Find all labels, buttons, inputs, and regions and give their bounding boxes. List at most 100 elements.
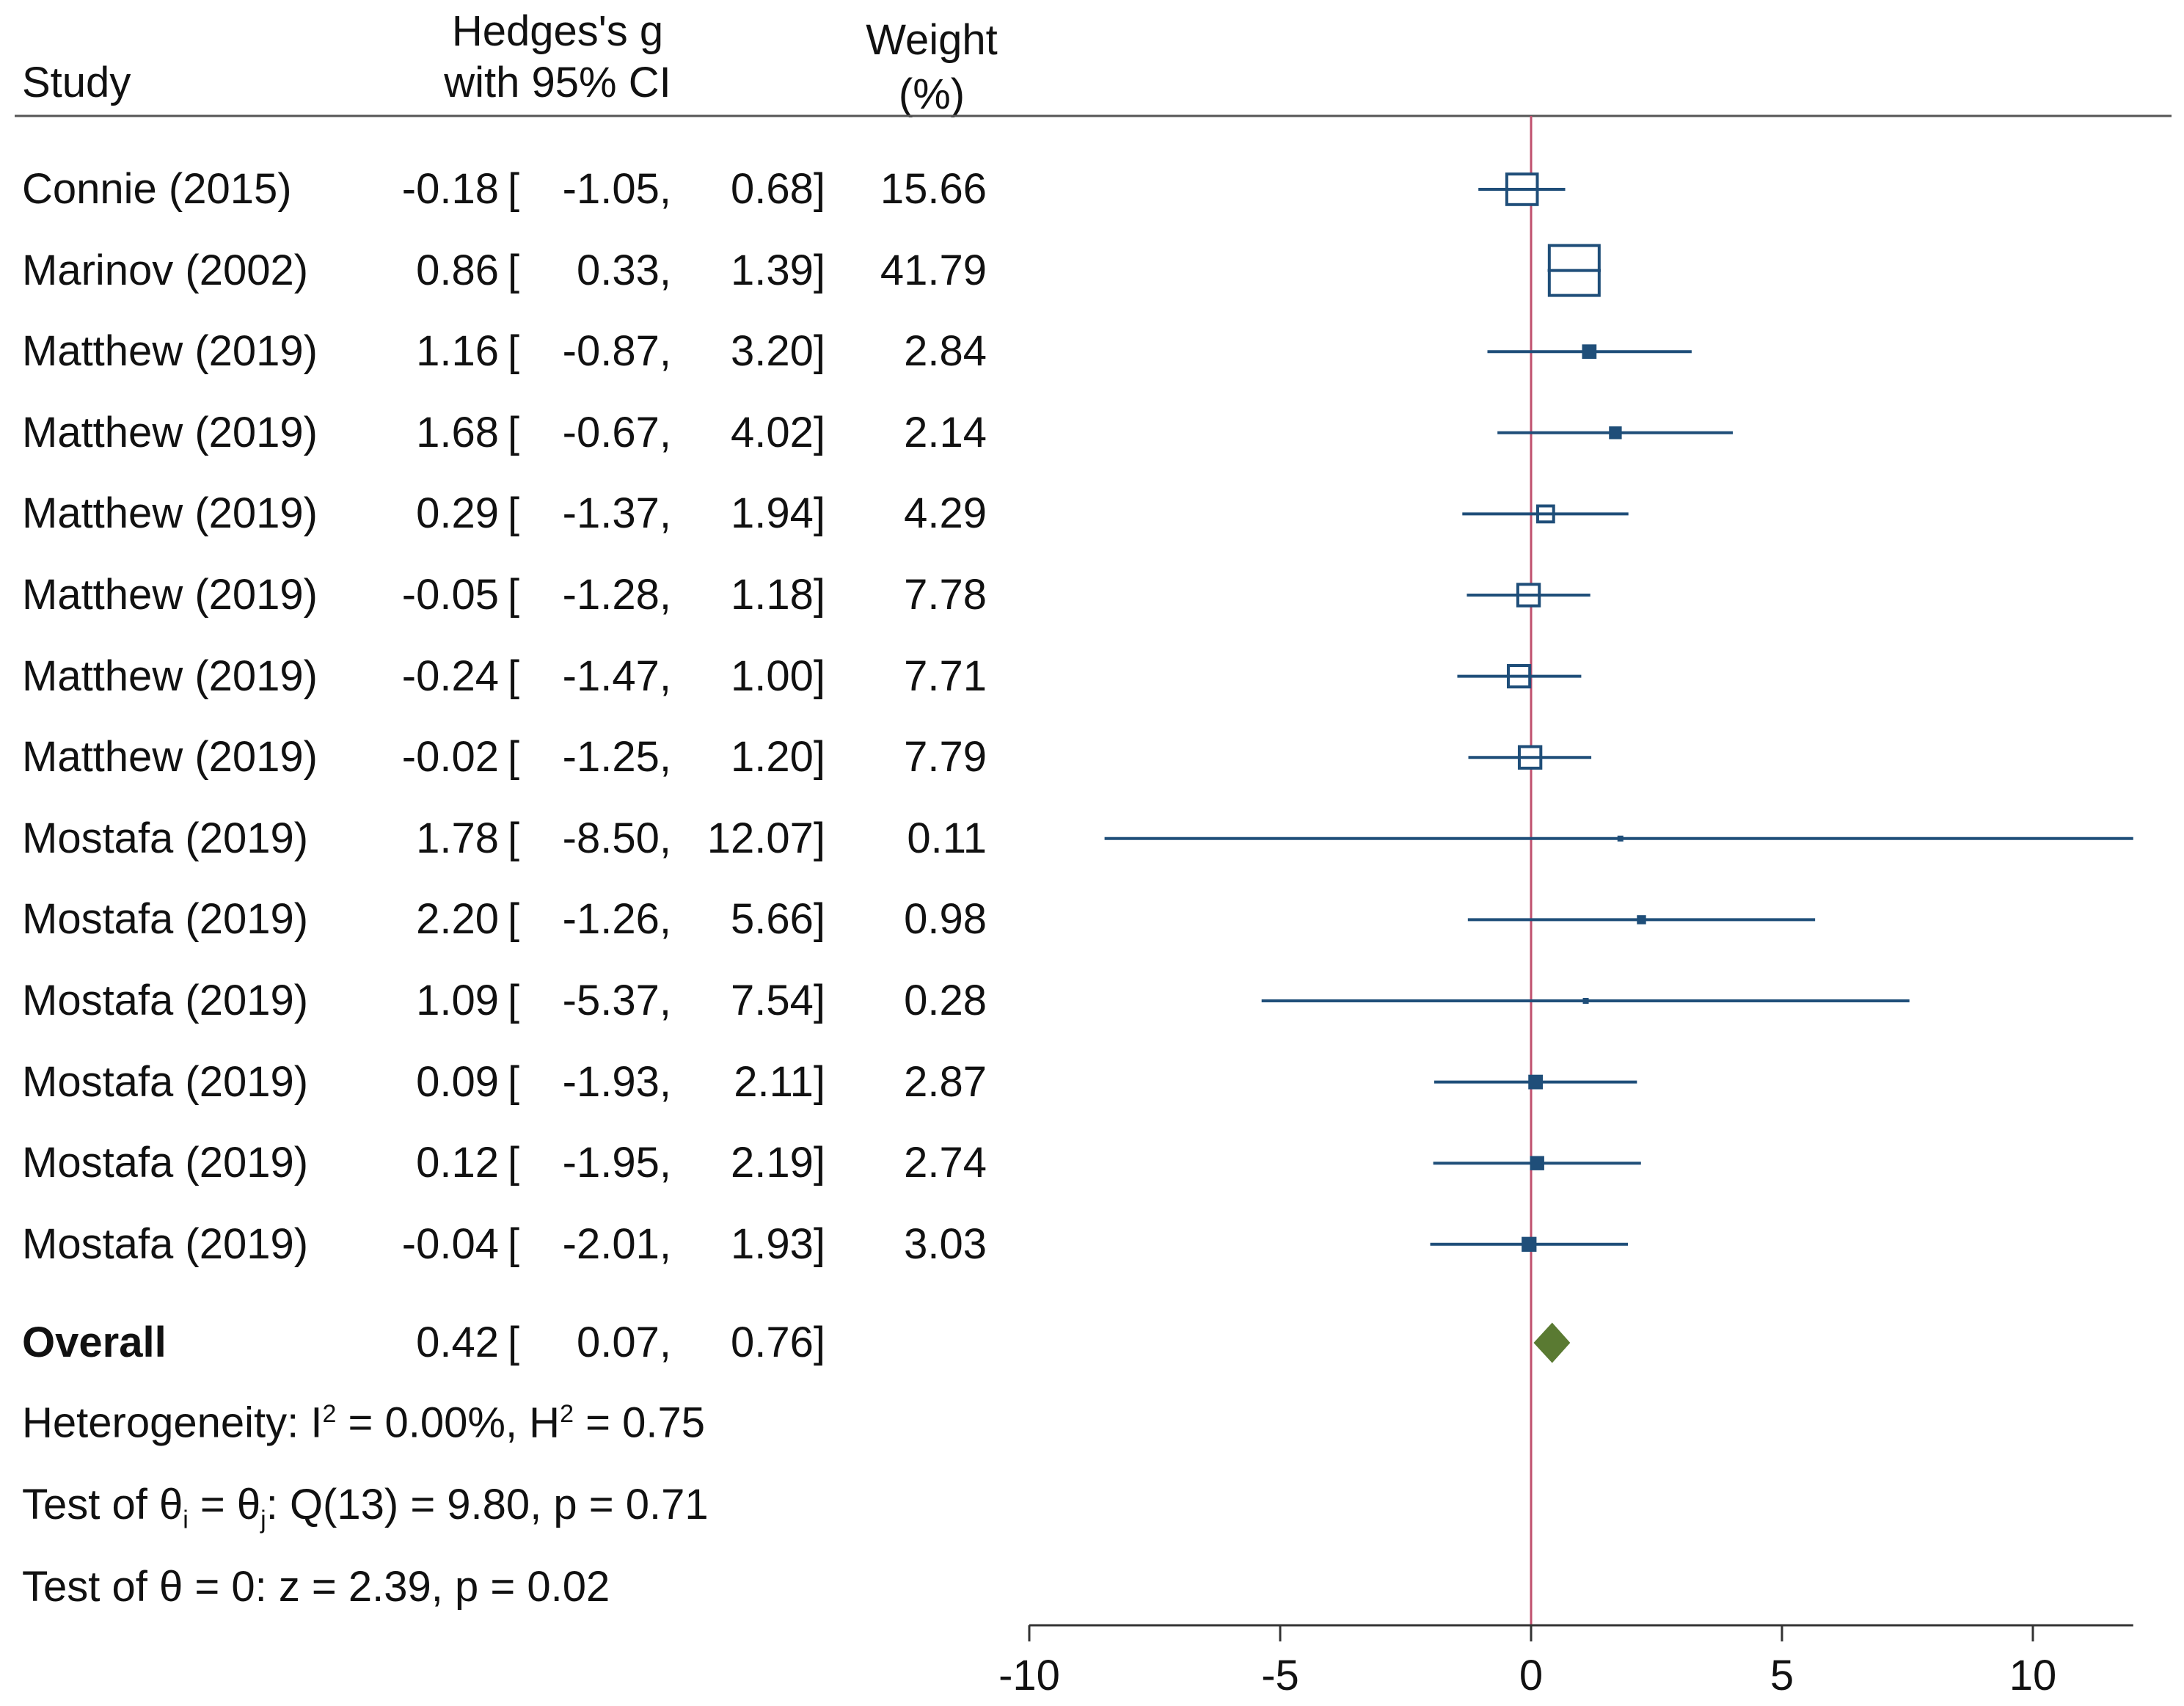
study-weight: 41.79 [880,247,987,294]
study-ci-upper: 2.11] [734,1058,825,1106]
study-weight: 2.84 [904,327,987,375]
study-g: 1.78 [416,814,499,862]
study-bracket: [ [508,327,520,375]
effect-marker [1637,915,1646,925]
header-weight-line1: Weight [866,16,998,64]
study-name: Mostafa (2019) [22,1139,309,1186]
study-ci-lower: -1.95, [562,1139,671,1186]
het-prefix: Heterogeneity: I [22,1399,323,1447]
study-g: 2.20 [416,895,499,943]
effect-marker [1582,344,1597,360]
study-g: -0.18 [401,165,499,213]
study-bracket: [ [508,977,520,1024]
study-ci-lower: -1.47, [562,652,671,700]
test-q-text: Test of θi = θj: Q(13) = 9.80, p = 0.71 [22,1484,709,1533]
x-tick-label: 5 [1770,1652,1794,1699]
study-weight: 7.79 [904,733,987,781]
study-ci-lower: -1.28, [562,571,671,619]
tq-suffix: : Q(13) = 9.80, p = 0.71 [266,1481,709,1528]
study-ci-lower: -1.26, [562,895,671,943]
study-ci-lower: -1.05, [562,165,671,213]
study-ci-upper: 1.18] [731,571,825,619]
study-ci-upper: 4.02] [731,409,825,456]
study-ci-lower: -2.01, [562,1220,671,1268]
effect-marker [1522,1236,1537,1252]
study-bracket: [ [508,814,520,862]
x-tick-label: 10 [2009,1652,2057,1699]
study-name: Mostafa (2019) [22,1220,309,1268]
tq-prefix: Test of θ [22,1481,183,1528]
study-ci-upper: 12.07] [706,814,825,862]
study-ci-upper: 0.68] [731,165,825,213]
study-weight: 0.28 [904,977,987,1024]
study-name: Matthew (2019) [22,733,318,781]
study-name: Mostafa (2019) [22,977,309,1024]
study-g: 0.29 [416,489,499,537]
study-bracket: [ [508,652,520,700]
x-tick-label: -10 [998,1652,1060,1699]
study-g: -0.24 [401,652,499,700]
study-bracket: [ [508,1139,520,1186]
het-mid: = 0.00%, H [336,1399,560,1447]
het-sup2: 2 [560,1400,574,1428]
effect-marker [1609,426,1622,440]
effect-marker [1528,1074,1544,1090]
study-ci-upper: 3.20] [731,327,825,375]
study-weight: 0.11 [907,814,987,862]
study-bracket: [ [508,733,520,781]
study-g: 0.12 [416,1139,499,1186]
study-name: Marinov (2002) [22,247,309,294]
x-tick-label: -5 [1261,1652,1299,1699]
study-g: -0.02 [401,733,499,781]
study-weight: 0.98 [904,895,987,943]
study-weight: 2.14 [904,409,987,456]
study-bracket: [ [508,489,520,537]
study-name: Matthew (2019) [22,409,318,456]
tq-sub2: j [260,1506,266,1534]
study-ci-upper: 1.00] [731,652,825,700]
het-sup1: 2 [322,1400,337,1428]
study-ci-lower: -8.50, [562,814,671,862]
study-weight: 2.87 [904,1058,987,1106]
overall-bracket: [ [508,1319,520,1366]
tq-mid: = θ [188,1481,261,1528]
study-g: 0.86 [416,247,499,294]
study-bracket: [ [508,409,520,456]
study-weight: 7.71 [904,652,987,700]
study-name: Connie (2015) [22,165,292,213]
study-bracket: [ [508,1058,520,1106]
study-name: Mostafa (2019) [22,814,309,862]
header-effect-line2: with 95% CI [444,59,671,106]
study-bracket: [ [508,247,520,294]
study-ci-upper: 1.93] [731,1220,825,1268]
overall-hi: 0.76] [731,1319,825,1366]
effect-marker [1530,1156,1544,1170]
study-weight: 3.03 [904,1220,987,1268]
tq-sub1: i [183,1506,189,1534]
study-ci-lower: -1.37, [562,489,671,537]
study-weight: 2.74 [904,1139,987,1186]
heterogeneity-text: Heterogeneity: I2 = 0.00%, H2 = 0.75 [22,1401,705,1444]
study-ci-lower: -1.93, [562,1058,671,1106]
study-name: Matthew (2019) [22,652,318,700]
study-bracket: [ [508,1220,520,1268]
header-effect-line1: Hedges's g [451,7,664,55]
header-weight-line2: (%) [898,70,965,118]
study-g: -0.04 [401,1220,499,1268]
study-name: Matthew (2019) [22,571,318,619]
study-ci-lower: -0.87, [562,327,671,375]
study-ci-upper: 2.19] [731,1139,825,1186]
study-ci-lower: -0.67, [562,409,671,456]
study-ci-upper: 7.54] [731,977,825,1024]
het-suffix: = 0.75 [573,1399,705,1447]
study-ci-lower: -1.25, [562,733,671,781]
study-ci-lower: 0.33, [577,247,671,294]
study-weight: 15.66 [880,165,987,213]
study-g: 1.68 [416,409,499,456]
study-g: 0.09 [416,1058,499,1106]
effect-marker [1617,835,1624,842]
study-name: Matthew (2019) [22,489,318,537]
study-name: Matthew (2019) [22,327,318,375]
overall-label: Overall [22,1319,167,1366]
